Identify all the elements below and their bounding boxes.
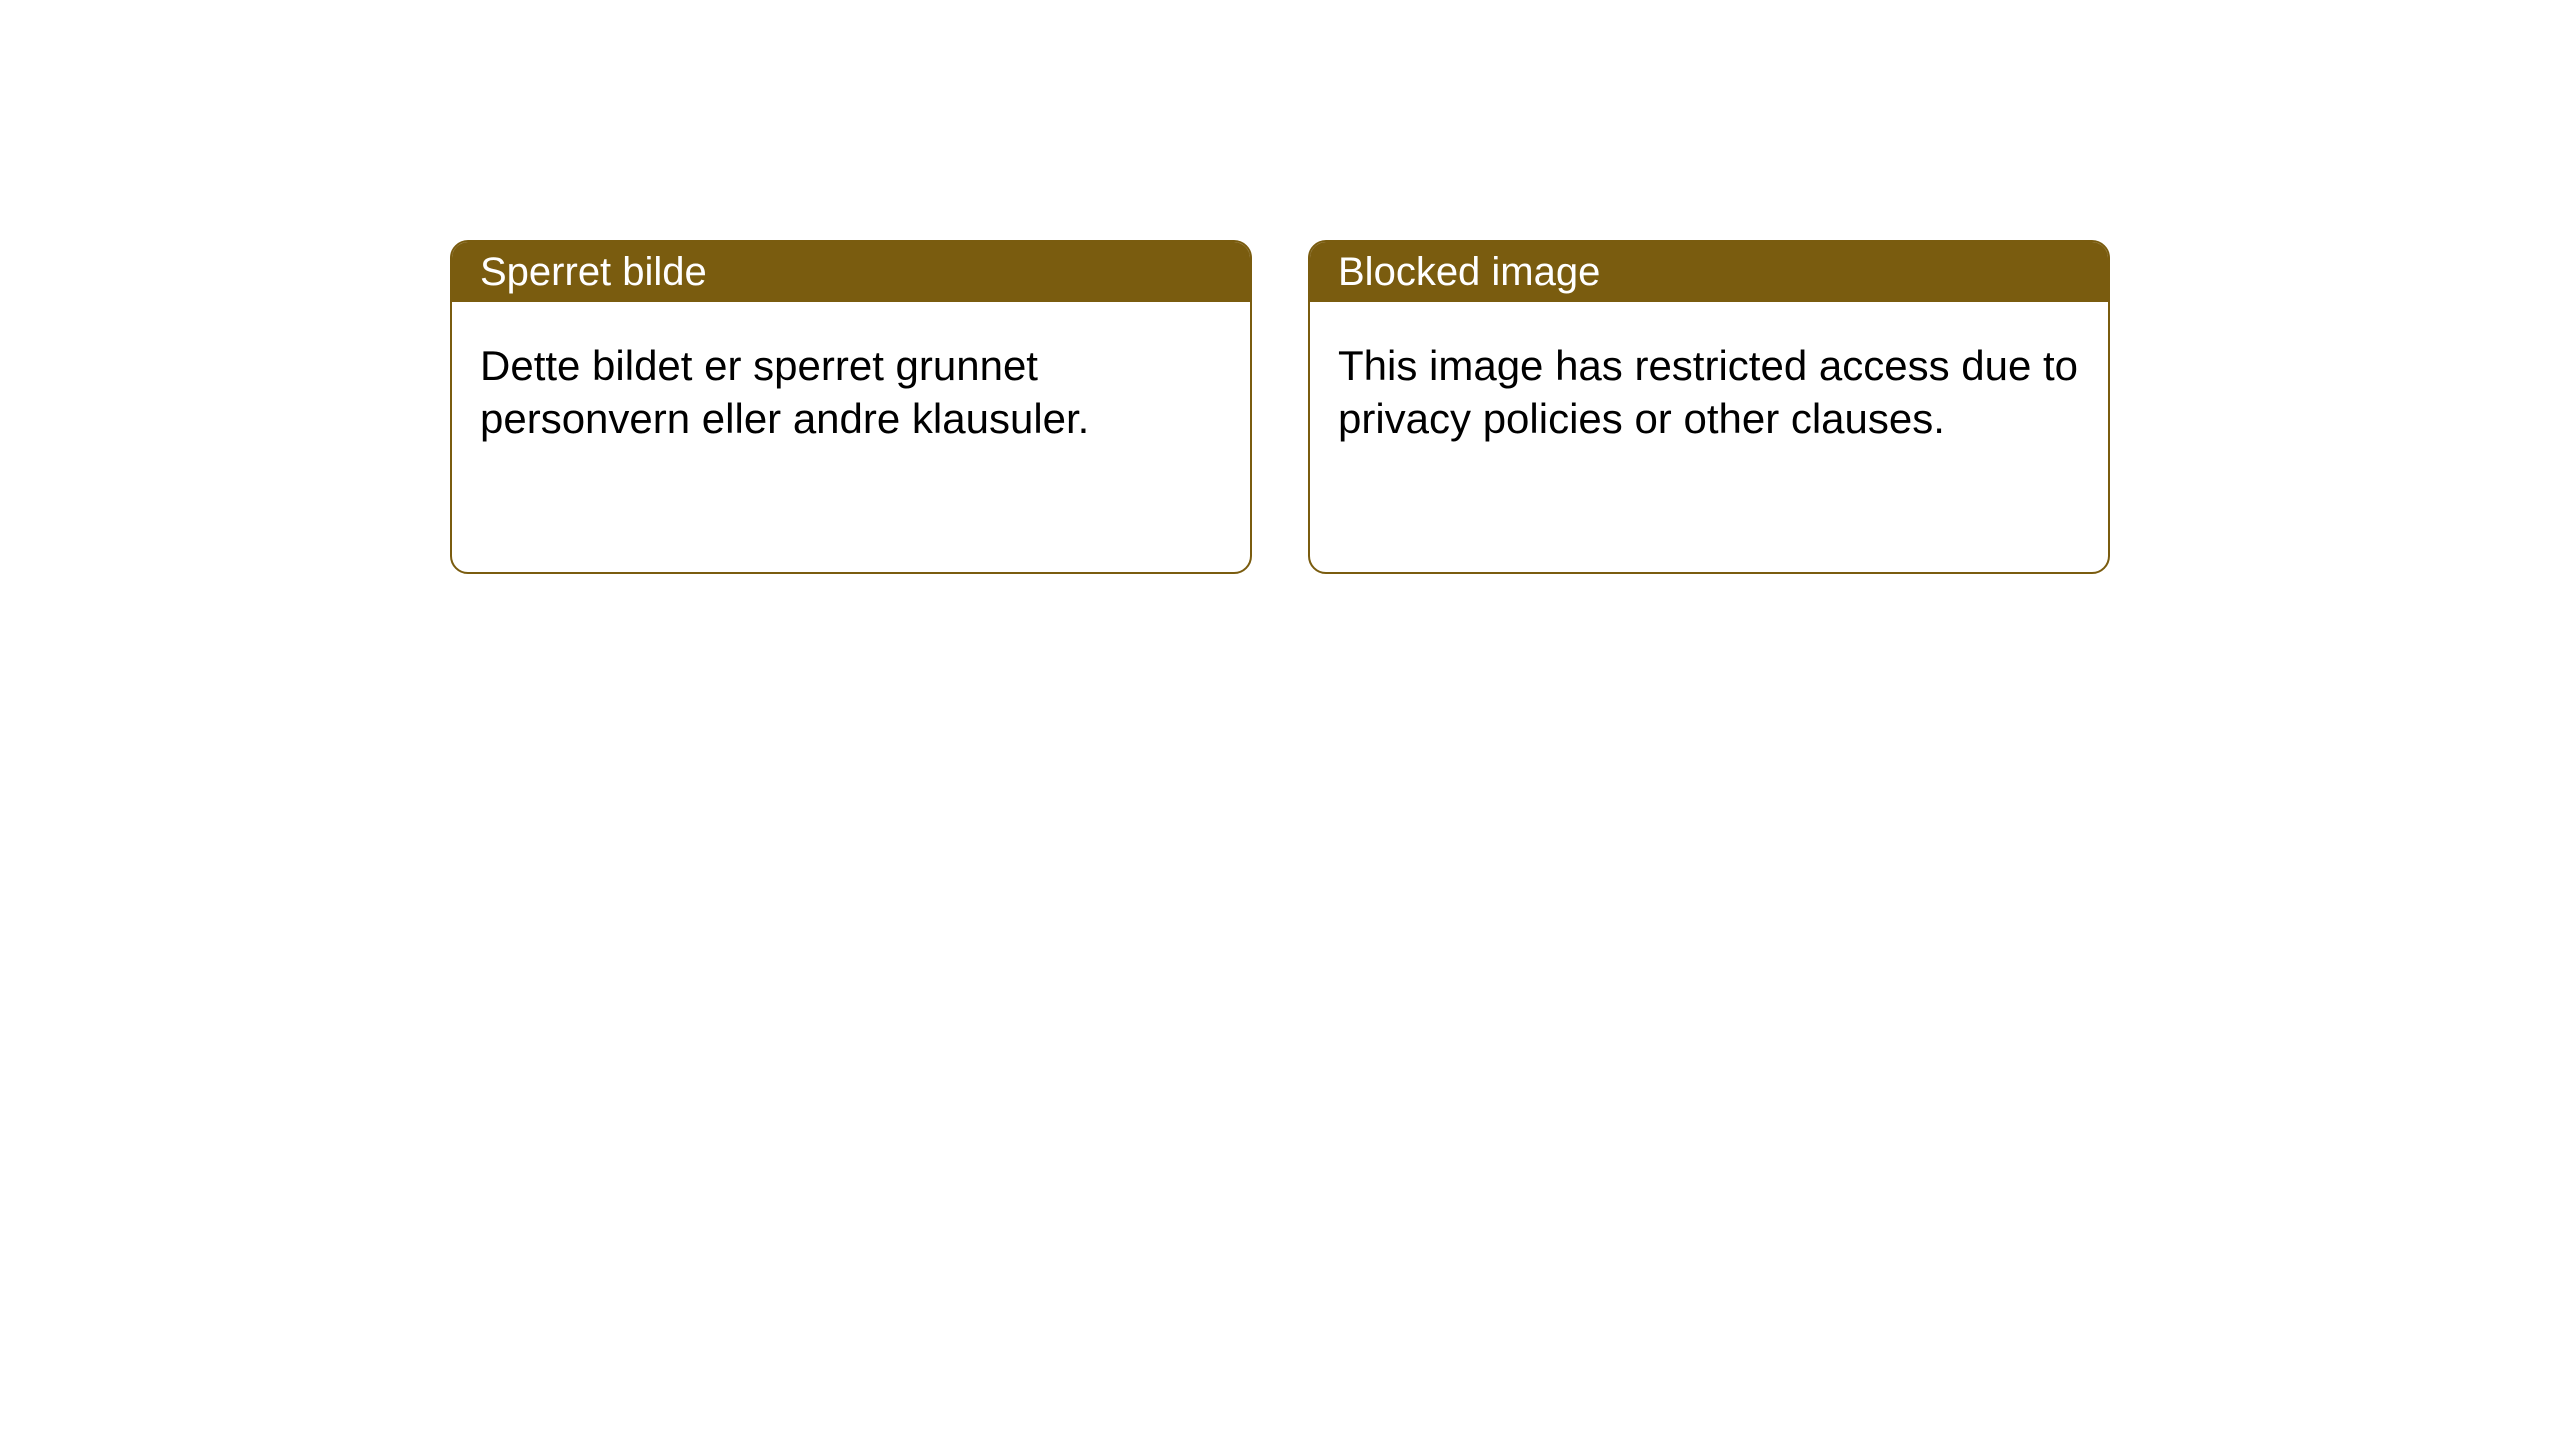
notice-card-english: Blocked image This image has restricted …	[1308, 240, 2110, 574]
card-header: Blocked image	[1310, 242, 2108, 302]
notice-container: Sperret bilde Dette bildet er sperret gr…	[0, 0, 2560, 574]
card-title: Blocked image	[1338, 250, 1600, 295]
card-body: This image has restricted access due to …	[1310, 302, 2108, 483]
card-title: Sperret bilde	[480, 250, 707, 295]
card-header: Sperret bilde	[452, 242, 1250, 302]
card-body-text: This image has restricted access due to …	[1338, 342, 2078, 442]
card-body-text: Dette bildet er sperret grunnet personve…	[480, 342, 1089, 442]
card-body: Dette bildet er sperret grunnet personve…	[452, 302, 1250, 483]
notice-card-norwegian: Sperret bilde Dette bildet er sperret gr…	[450, 240, 1252, 574]
